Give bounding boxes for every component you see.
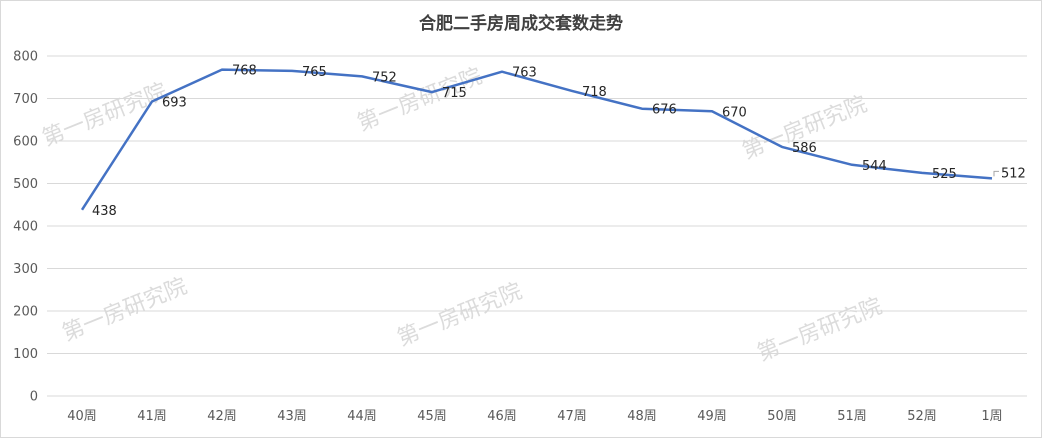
x-tick-7: 47周 [557, 409, 587, 424]
x-tick-3: 43周 [277, 409, 307, 424]
y-tick-0: 0 [30, 390, 38, 405]
gridlines [47, 55, 1027, 397]
series-line [80, 68, 993, 211]
y-tick-200: 200 [13, 305, 38, 320]
x-tick-10: 50周 [767, 409, 797, 424]
x-tick-13: 1周 [981, 409, 1002, 424]
x-tick-0: 40周 [67, 409, 97, 424]
x-tick-4: 44周 [347, 409, 377, 424]
y-tick-800: 800 [13, 50, 38, 65]
y-tick-300: 300 [13, 262, 38, 277]
data-label-leader [993, 170, 999, 177]
x-tick-5: 45周 [417, 409, 447, 424]
data-label-11: 544 [862, 159, 887, 174]
x-tick-1: 41周 [137, 409, 167, 424]
data-label-10: 586 [792, 141, 817, 156]
x-tick-12: 52周 [907, 409, 937, 424]
data-label-2: 768 [232, 64, 257, 79]
x-axis-ticks: 40周 41周 42周 43周 44周 45周 46周 47周 48周 49周 50周 51周 52周 1… [67, 409, 1002, 424]
y-axis-ticks: 0 100 200 300 400 500 600 700 800 [13, 50, 38, 405]
y-tick-500: 500 [13, 177, 38, 192]
watermark-5: 第一房研究院 [754, 294, 886, 367]
data-label-5: 715 [442, 86, 467, 101]
data-label-1: 693 [162, 95, 187, 110]
data-label-9: 670 [722, 105, 747, 120]
watermark-3: 第一房研究院 [59, 274, 191, 347]
x-tick-6: 46周 [487, 409, 517, 424]
data-label-0: 438 [92, 204, 117, 219]
y-tick-100: 100 [13, 347, 38, 362]
data-label-12: 525 [932, 167, 957, 182]
y-tick-600: 600 [13, 135, 38, 150]
x-tick-11: 51周 [837, 409, 867, 424]
x-tick-2: 42周 [207, 409, 237, 424]
data-label-6: 763 [512, 66, 537, 81]
data-label-7: 718 [582, 85, 607, 100]
y-tick-700: 700 [13, 92, 38, 107]
data-label-13: 512 [1001, 166, 1026, 181]
x-tick-8: 48周 [627, 409, 657, 424]
data-label-8: 676 [652, 103, 677, 118]
chart-title: 合肥二手房周成交套数走势 [419, 13, 623, 34]
data-label-3: 765 [302, 65, 327, 80]
data-labels: 438 693 768 765 752 715 763 718 676 670 586 544 525 5… [92, 64, 1026, 219]
x-tick-9: 49周 [697, 409, 727, 424]
data-label-4: 752 [372, 70, 397, 85]
y-tick-400: 400 [13, 220, 38, 235]
watermark-4: 第一房研究院 [394, 279, 526, 352]
